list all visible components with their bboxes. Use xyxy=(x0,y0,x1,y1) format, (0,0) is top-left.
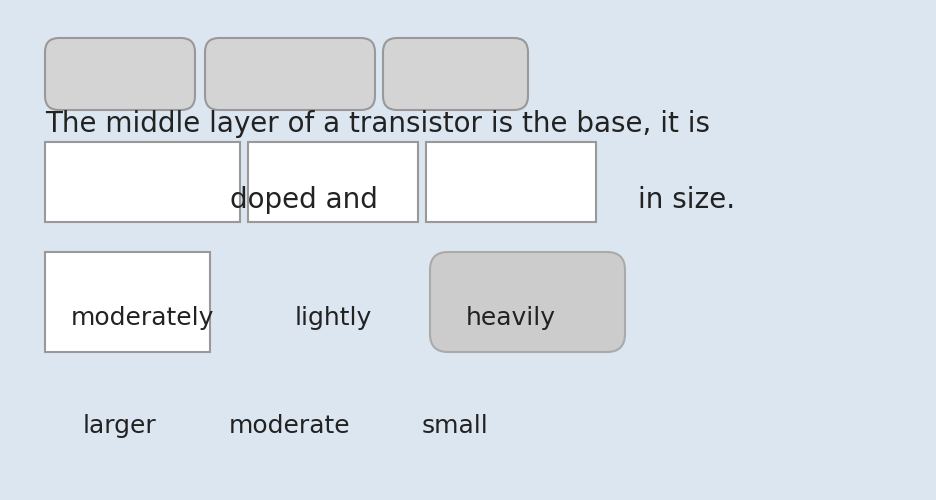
FancyBboxPatch shape xyxy=(430,252,624,352)
FancyBboxPatch shape xyxy=(45,142,240,222)
Text: moderate: moderate xyxy=(229,414,350,438)
Text: The middle layer of a transistor is the base, it is: The middle layer of a transistor is the … xyxy=(45,110,709,138)
FancyBboxPatch shape xyxy=(45,38,195,110)
Text: larger: larger xyxy=(83,414,156,438)
FancyBboxPatch shape xyxy=(426,142,595,222)
Text: heavily: heavily xyxy=(465,306,555,330)
Text: moderately: moderately xyxy=(71,306,214,330)
FancyBboxPatch shape xyxy=(248,142,417,222)
FancyBboxPatch shape xyxy=(45,252,210,352)
FancyBboxPatch shape xyxy=(383,38,528,110)
FancyBboxPatch shape xyxy=(205,38,374,110)
Text: lightly: lightly xyxy=(294,306,372,330)
Text: small: small xyxy=(422,414,489,438)
Text: doped and: doped and xyxy=(229,186,377,214)
Text: in size.: in size. xyxy=(637,186,735,214)
